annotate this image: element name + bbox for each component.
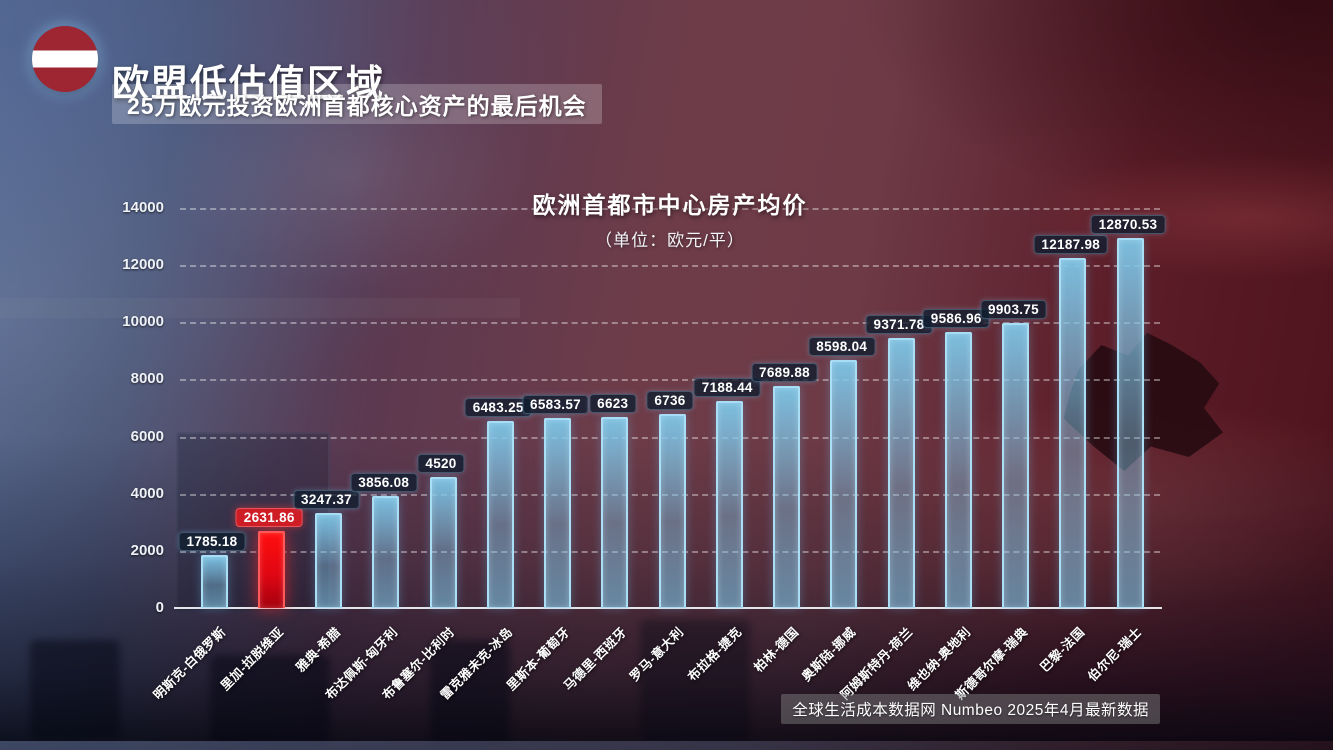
bar-雅典-希腊 bbox=[315, 513, 342, 608]
bar-奥斯陆-挪威 bbox=[830, 360, 858, 608]
bar-伯尔尼-瑞士 bbox=[1116, 238, 1144, 608]
bar-value-label: 3856.08 bbox=[350, 472, 418, 492]
bar-里斯本-葡萄牙 bbox=[544, 417, 571, 608]
chart-unit-label: （单位：欧元/平） bbox=[595, 231, 745, 250]
bar-里加-拉脱维亚 bbox=[257, 530, 285, 608]
bar-柏林-德国 bbox=[773, 386, 800, 608]
y-axis-tick-label: 8000 bbox=[130, 370, 164, 388]
bar-value-label: 6583.57 bbox=[522, 394, 589, 414]
bar-value-label: 3247.37 bbox=[293, 490, 360, 510]
chart-title: 欧洲首都市中心房产均价 bbox=[532, 192, 808, 218]
bar-value-label: 12870.53 bbox=[1090, 215, 1166, 235]
bar-阿姆斯特丹-荷兰 bbox=[887, 338, 915, 608]
bar-chart-plot-area: 0 2000 4000 6000 8000 10000 12000 14000 1785.18 明… bbox=[122, 199, 1166, 702]
bar-罗马-意大利 bbox=[658, 413, 686, 608]
page-title: 欧盟低估值区域 bbox=[112, 62, 385, 104]
bar-明斯克-白俄罗斯 bbox=[200, 555, 228, 608]
bar-value-label: 1785.18 bbox=[178, 532, 246, 551]
bar-value-label: 6736 bbox=[646, 390, 694, 410]
y-axis-tick-label: 10000 bbox=[122, 313, 164, 331]
bar-维也纳-奥地利 bbox=[944, 332, 972, 608]
gridline-10000 bbox=[180, 322, 1160, 325]
bar-布鲁塞尔-比利时 bbox=[429, 476, 457, 608]
bar-雷克雅未克-冰岛 bbox=[486, 420, 514, 608]
chair-silhouette bbox=[30, 640, 120, 740]
x-axis-label: 柏林-德国 bbox=[751, 624, 802, 675]
bar-巴黎-法国 bbox=[1059, 257, 1087, 608]
bar-value-label: 7188.44 bbox=[693, 377, 761, 397]
y-axis-tick-label: 14000 bbox=[122, 199, 164, 216]
page-subtitle-banner: 25万欧元投资欧洲首都核心资产的最后机会 bbox=[112, 84, 602, 124]
bar-布达佩斯-匈牙利 bbox=[372, 495, 400, 608]
x-axis-label: 巴黎-法国 bbox=[1037, 624, 1088, 675]
bar-value-label: 12187.98 bbox=[1033, 234, 1109, 254]
y-axis-tick-label: 2000 bbox=[130, 541, 164, 559]
y-axis-tick-label: 12000 bbox=[122, 256, 164, 274]
x-axis-label: 伯尔尼-瑞士 bbox=[1085, 624, 1145, 684]
x-axis-line bbox=[174, 607, 1162, 609]
gridline-14000 bbox=[180, 208, 1160, 210]
bar-value-label: 9903.75 bbox=[980, 300, 1047, 320]
y-axis-tick-label: 4000 bbox=[130, 484, 164, 502]
bar-马德里-西班牙 bbox=[601, 416, 629, 608]
gridline-12000 bbox=[180, 265, 1160, 268]
bar-布拉格-捷克 bbox=[715, 400, 743, 608]
y-axis-tick-label: 6000 bbox=[130, 427, 164, 445]
bar-value-label: 2631.86 bbox=[235, 507, 303, 527]
data-source-note: 全球生活成本数据网 Numbeo 2025年4月最新数据 bbox=[781, 694, 1160, 724]
bar-value-label: 7689.88 bbox=[751, 363, 818, 383]
bar-value-label: 6623 bbox=[589, 393, 637, 413]
gridline-8000 bbox=[180, 379, 1160, 382]
background-floor-strip bbox=[0, 741, 1333, 750]
bar-value-label: 4520 bbox=[417, 453, 465, 473]
y-axis-tick-label: 0 bbox=[155, 599, 164, 616]
bar-斯德哥尔摩-瑞典 bbox=[1002, 323, 1029, 608]
latvia-flag-icon bbox=[32, 26, 98, 92]
bar-value-label: 8598.04 bbox=[808, 337, 876, 357]
